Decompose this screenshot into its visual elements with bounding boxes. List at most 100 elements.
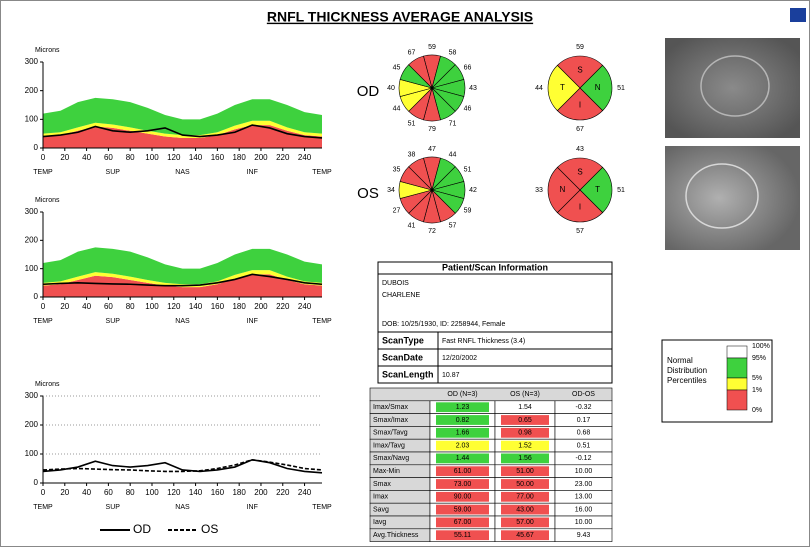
y-axis-title: Microns [35,197,60,204]
x-tick-label: 200 [254,488,268,497]
cell-value: -0.12 [576,455,592,462]
cell-value: 1.54 [518,404,532,411]
x-tick-label: 120 [167,153,181,162]
y-tick-label: 200 [25,235,39,244]
clock-sector [408,55,433,90]
cell-value: 1.44 [456,455,470,462]
cell-color [436,479,489,489]
cell-color [436,453,489,464]
quadrant-sector [579,64,613,112]
row-label: Iavg [373,519,386,526]
cell-value: 0.65 [518,417,532,424]
legend-color [726,389,748,411]
row-label: Imax/Tavg [373,442,405,449]
clock-value: 45 [393,64,401,71]
column-header: OS (N=3) [510,391,540,398]
cell-color [436,504,489,515]
cell-value: 13.00 [575,494,593,501]
cell-color [561,479,606,489]
legend-level: 95% [752,355,766,362]
clock-value: 58 [449,49,457,56]
row-label: Smax [373,481,391,488]
row-label: Imax/Smax [373,404,409,411]
cell-color [436,491,489,502]
cell-color [436,427,489,438]
row-label: Smax/Tavg [373,430,408,437]
logo [790,8,806,22]
region-label: INF [247,169,258,176]
cell-color [436,530,489,541]
x-tick-label: 220 [276,153,290,162]
row-label: Avg.Thickness [373,532,419,539]
clock-value: 59 [428,44,436,51]
scan-field: ScanLength [382,369,434,379]
clock-value: 42 [469,187,477,194]
cell-color [436,466,489,477]
clock-value: 57 [449,222,457,229]
cell-value: 57.00 [516,519,534,526]
x-tick-label: 160 [211,302,225,311]
clock-value: 40 [387,85,395,92]
legend-title: Normal [667,356,693,365]
quadrant-sector [556,189,604,223]
eye-label: OS [357,185,379,202]
cell-value: 50.00 [516,481,534,488]
cell-value: 45.67 [516,532,534,539]
region-label: INF [247,318,258,325]
region-label: NAS [175,504,190,511]
cell-value: 16.00 [575,506,593,513]
cell-color [561,504,606,515]
cell-value: 61.00 [454,468,472,475]
cell-color [501,440,549,451]
y-tick-label: 200 [25,420,39,429]
quadrant-value: 51 [617,85,625,92]
quadrant-value: 44 [535,85,543,92]
cell-color [436,415,489,425]
quadrant-value: 51 [617,187,625,194]
x-tick-label: 80 [126,302,135,311]
legend-level: 100% [752,343,770,350]
cell-value: 0.68 [577,430,591,437]
legend-level: 1% [752,387,762,394]
y-tick-label: 100 [25,114,39,123]
cell-value: 9.43 [577,532,591,539]
cell-value: 59.00 [454,506,472,513]
cell-color [501,504,549,515]
cell-color [501,479,549,489]
cell-color [501,427,549,438]
report-title: RNFL THICKNESS AVERAGE ANALYSIS [267,9,533,25]
x-tick-label: 60 [104,488,113,497]
region-label: TEMP [312,169,332,176]
patient-title: Patient/Scan Information [442,262,548,272]
cell-color [436,402,489,413]
cell-value: 1.52 [518,442,532,449]
x-tick-label: 0 [41,153,46,162]
clock-value: 47 [428,146,436,153]
clock-center [430,188,434,192]
region-label: TEMP [312,318,332,325]
thickness-line [42,124,323,139]
y-tick-label: 0 [34,143,39,152]
percentile-band [43,247,322,285]
legend-box [661,339,773,423]
x-tick-label: 120 [167,488,181,497]
quadrant-sector [547,64,581,112]
clock-value: 59 [464,207,472,214]
cell-color [436,517,489,528]
quadrant-value: 33 [535,187,543,194]
quadrant-letter: N [560,185,566,194]
x-tick-label: 0 [41,488,46,497]
x-tick-label: 20 [60,153,69,162]
scan-circle [685,163,759,229]
x-tick-label: 180 [232,153,246,162]
row-label: Savg [373,506,389,513]
fundus-image-od [665,38,800,138]
x-tick-label: 20 [60,302,69,311]
cell-color [501,415,549,425]
legend-color [726,377,748,391]
legend-title: Distribution [667,366,707,375]
cell-color [561,517,606,528]
clock-value: 35 [393,166,401,173]
cell-value: 1.56 [518,455,532,462]
clock-value: 51 [464,166,472,173]
